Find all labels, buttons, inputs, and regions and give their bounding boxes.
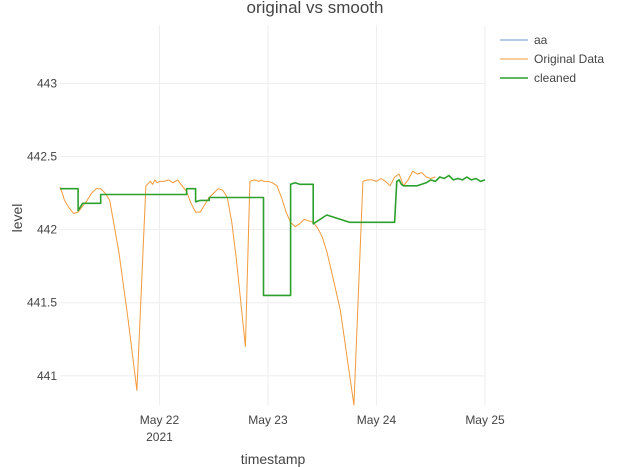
plot-area xyxy=(59,170,486,406)
y-tick-label: 442 xyxy=(37,223,57,237)
legend-item[interactable]: Original Data xyxy=(500,52,604,66)
legend-label: aa xyxy=(534,33,548,47)
x-tick-label: May 22 xyxy=(140,413,180,427)
y-tick-label: 441.5 xyxy=(27,296,57,310)
y-axis-title: level xyxy=(9,204,25,233)
y-tick-label: 442.5 xyxy=(27,150,57,164)
x-tick-sublabel: 2021 xyxy=(146,430,173,444)
x-tick-label: May 23 xyxy=(248,413,288,427)
series-line-2 xyxy=(60,174,486,297)
legend-label: Original Data xyxy=(534,52,604,66)
legend-label: cleaned xyxy=(534,71,576,85)
grid xyxy=(60,25,486,405)
x-tick-label: May 25 xyxy=(465,413,505,427)
x-tick-label: May 24 xyxy=(357,413,397,427)
chart-title: original vs smooth xyxy=(246,0,383,17)
legend-item[interactable]: cleaned xyxy=(500,71,576,85)
legend-item[interactable]: aa xyxy=(500,33,548,47)
y-tick-label: 441 xyxy=(37,369,57,383)
legend[interactable]: aa Original Data cleaned xyxy=(500,33,604,85)
y-tick-label: 443 xyxy=(37,76,57,90)
x-axis-title: timestamp xyxy=(241,451,306,467)
axes: 441 441.5 442 442.5 443 May 22 2021 May 23 May 2… xyxy=(27,76,505,444)
series-line-1 xyxy=(59,170,436,406)
